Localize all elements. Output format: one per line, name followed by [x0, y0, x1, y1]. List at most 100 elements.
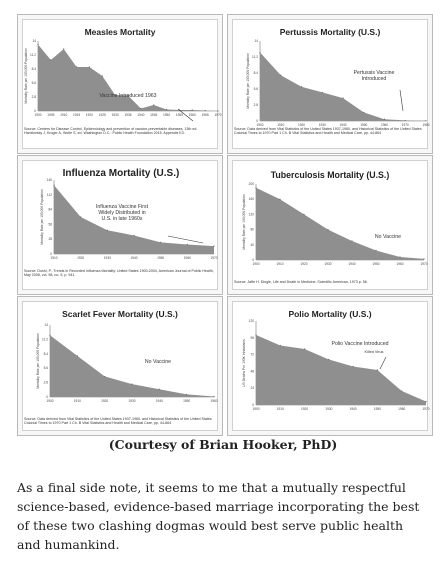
y-tick-label: 24 [250, 386, 254, 390]
chart-source: Source: Jaffe H. Dingle, Life and Death … [234, 280, 368, 284]
data-point [50, 59, 52, 61]
data-point [401, 390, 403, 392]
x-tick-label: 1960 [398, 407, 405, 411]
chart-svg-measles: 1900 1905 1910 1915 1920 1925 1930 1935 1940 1945… [24, 39, 222, 122]
chart-svg-polio: 1900 1910 1920 1930 1940 1950 1960 1970 0 24 48 72 9… [242, 319, 430, 411]
chart-title: Tuberculosis Mortality (U.S.) [270, 170, 390, 180]
data-point [425, 400, 427, 403]
chart-svg-influenza: 1910 1920 1930 1940 1950 1960 1970 0 28 56 84 112 14… [40, 178, 218, 260]
area-series [260, 52, 426, 121]
y-axis-label: Mortality Rate per 100,000 Population [40, 189, 44, 245]
y-tick-label: 84 [48, 208, 52, 212]
data-point [303, 348, 306, 350]
y-tick-label: 5.6 [254, 87, 259, 91]
data-point [279, 198, 281, 200]
y-tick-label: 56 [48, 222, 52, 226]
x-tick-label: 1955 [176, 113, 183, 117]
area-series [256, 187, 424, 260]
x-tick-label: 1920 [301, 407, 308, 411]
annotation-label: Vaccine Introduced 1963 [99, 93, 156, 99]
chart-panel-tuberculosis: Tuberculosis Mortality (U.S.) 1900 1910 19… [227, 155, 433, 295]
y-tick-label: 0 [256, 119, 258, 123]
chart-panel-influenza: Influenza Mortality (U.S.) 1910 1920 1930 1… [17, 155, 223, 295]
x-tick-label: 1905 [47, 113, 54, 117]
x-tick-label: 1910 [50, 256, 57, 260]
annotation-arrow [399, 89, 404, 112]
data-point [404, 119, 406, 122]
data-point [217, 110, 219, 112]
x-tick-label: 1920 [101, 399, 108, 403]
data-point [140, 107, 142, 110]
x-tick-label: 1920 [86, 113, 93, 117]
x-tick-label: 1930 [319, 123, 326, 127]
data-point [213, 245, 215, 247]
chart-panel-polio: Polio Mortality (U.S.) 1900 1910 1920 1930 1… [227, 296, 433, 436]
x-tick-label: 1910 [74, 399, 81, 403]
chart-source: Source: Centers for Disease Control, Epi… [24, 127, 198, 136]
data-point [104, 375, 106, 378]
data-point [279, 344, 281, 347]
y-tick-label: 72 [250, 353, 254, 357]
x-tick-label: 1910 [277, 407, 284, 411]
y-tick-label: 40 [250, 243, 254, 247]
data-point [300, 86, 303, 88]
chart-svg-pertussis: 1900 1910 1920 1930 1940 1950 1960 1970 1980 0 2.8… [246, 39, 430, 127]
x-tick-label: 1920 [300, 262, 307, 266]
x-tick-label: 1915 [73, 113, 80, 117]
y-tick-label: 120 [249, 319, 255, 323]
data-point [213, 395, 215, 398]
y-tick-label: 0 [252, 258, 254, 262]
figure-caption: (Courtesy of Brian Hooker, PhD) [108, 437, 338, 452]
chart-title: Polio Mortality (U.S.) [288, 309, 372, 319]
x-tick-label: 1970 [402, 123, 409, 127]
data-point [363, 111, 365, 114]
x-tick-label: 1950 [163, 113, 170, 117]
chart-title: Scarlet Fever Mortality (U.S.) [62, 309, 178, 319]
data-point [191, 109, 193, 111]
chart-source: Source: Doshi, P., Trends in Recorded In… [24, 269, 214, 278]
data-point [76, 355, 78, 357]
annotation-label: Polio Vaccine Introduced [331, 341, 388, 347]
y-tick-label: 140 [47, 178, 53, 182]
area-series [50, 335, 214, 397]
x-tick-label: 1960 [184, 256, 191, 260]
data-point [328, 358, 330, 361]
y-tick-label: 2.8 [44, 381, 49, 385]
data-point [165, 108, 168, 111]
x-tick-label: 1980 [422, 123, 429, 127]
body-paragraph: As a final side note, it seems to me tha… [17, 478, 429, 554]
area-series [38, 44, 218, 111]
data-point [75, 66, 78, 68]
data-point [153, 104, 155, 106]
y-tick-label: 8.4 [44, 352, 49, 356]
y-tick-label: 11.2 [252, 55, 258, 59]
y-tick-label: 120 [249, 212, 255, 216]
data-point [342, 97, 344, 99]
y-tick-label: 11.2 [30, 53, 36, 57]
chart-panel-measles: Measles Mortality 1900 1905 1910 1915 1920 19… [17, 14, 223, 154]
x-tick-label: 1900 [34, 113, 41, 117]
data-point [186, 393, 188, 396]
y-tick-label: 0 [34, 109, 36, 113]
x-tick-label: 1950 [374, 407, 381, 411]
y-tick-label: 8.4 [32, 67, 37, 71]
x-tick-label: 1925 [99, 113, 106, 117]
x-tick-label: 1940 [350, 407, 357, 411]
y-tick-label: 160 [249, 197, 255, 201]
area-series [54, 185, 214, 254]
data-point [280, 74, 282, 76]
x-tick-label: 1960 [189, 113, 196, 117]
y-tick-label: 28 [48, 237, 52, 241]
data-point [160, 241, 162, 243]
x-tick-label: 1970 [210, 256, 217, 260]
chart-svg-tuberculosis: 1900 1910 1920 1930 1940 1950 1960 1970 0 40 80 120… [242, 182, 428, 266]
x-tick-label: 1960 [210, 399, 217, 403]
x-tick-label: 1945 [150, 113, 157, 117]
y-tick-label: 14 [44, 323, 48, 327]
y-tick-label: 96 [250, 336, 254, 340]
data-point [106, 229, 108, 231]
annotation-arrow [167, 235, 204, 244]
data-point [127, 94, 129, 97]
y-tick-label: 2.8 [32, 95, 37, 99]
x-tick-label: 1960 [381, 123, 388, 127]
